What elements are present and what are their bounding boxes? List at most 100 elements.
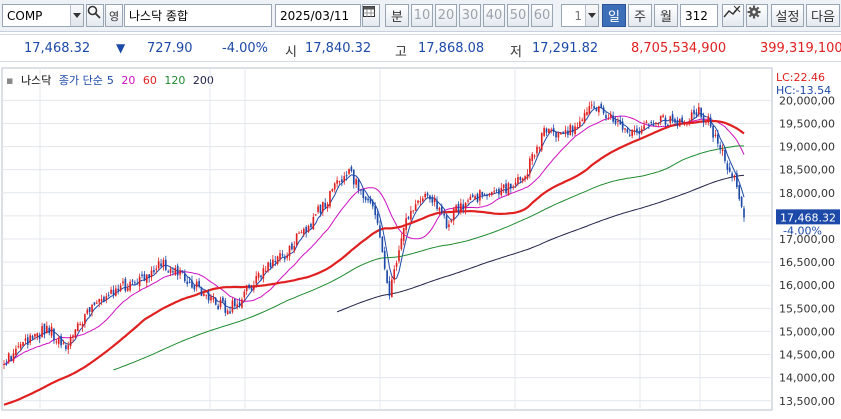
- candle-body: [72, 335, 74, 338]
- candle-body: [345, 175, 348, 177]
- count-select[interactable]: 1: [561, 4, 599, 27]
- candle-body: [462, 204, 465, 210]
- candle-body: [431, 196, 434, 203]
- search-button[interactable]: [86, 4, 104, 27]
- english-name-toggle[interactable]: 영: [105, 4, 123, 27]
- candle-body: [112, 289, 115, 295]
- next-button[interactable]: 다음: [806, 4, 840, 27]
- bar-count-input[interactable]: 312: [680, 4, 718, 27]
- candle-body: [88, 307, 91, 312]
- candle-body: [417, 200, 419, 203]
- settings-gear-button[interactable]: [746, 4, 768, 27]
- symbol-input[interactable]: COMP: [2, 4, 84, 27]
- candle-body: [588, 106, 591, 115]
- day-button[interactable]: 일: [602, 4, 626, 27]
- candle-body: [191, 280, 193, 288]
- candle-body: [214, 298, 217, 305]
- month-button[interactable]: 월: [654, 4, 678, 27]
- candle-body: [652, 124, 655, 126]
- candle-body: [505, 183, 507, 194]
- candle-body: [724, 149, 726, 161]
- open-price: 17,840.32: [305, 41, 372, 56]
- candle-body: [495, 190, 498, 192]
- date-input[interactable]: 2025/03/11: [275, 4, 361, 27]
- candle-body: [514, 182, 517, 185]
- minute-period-button[interactable]: 분: [385, 4, 409, 27]
- period-10-button[interactable]: 10: [411, 4, 433, 27]
- period-60-button[interactable]: 60: [531, 4, 553, 27]
- candle-body: [329, 190, 331, 207]
- week-button[interactable]: 주: [628, 4, 652, 27]
- candle-body: [376, 213, 379, 224]
- candle-body: [640, 129, 643, 134]
- count-dropdown-button[interactable]: [585, 5, 598, 26]
- symbol-dropdown-button[interactable]: [70, 5, 83, 26]
- candle-body: [412, 210, 415, 212]
- candle-body: [248, 284, 250, 289]
- period-20-button[interactable]: 20: [435, 4, 457, 27]
- settings-button[interactable]: 설정: [771, 4, 804, 27]
- candle-body: [136, 283, 139, 285]
- calendar-button[interactable]: [362, 4, 380, 27]
- candle-body: [269, 262, 272, 267]
- candle-body: [117, 288, 120, 291]
- candle-body: [512, 186, 515, 188]
- last-price-tag: [776, 209, 840, 225]
- candle-body: [157, 261, 160, 269]
- candle-body: [236, 304, 239, 307]
- candle-body: [95, 302, 98, 304]
- candle-body: [619, 120, 622, 125]
- candle-body: [702, 115, 705, 123]
- candle-body: [48, 327, 51, 334]
- candle-body: [450, 220, 453, 222]
- candle-body: [486, 194, 488, 197]
- candle-body: [395, 263, 398, 267]
- low-label: 저: [510, 45, 522, 60]
- candle-body: [238, 302, 241, 306]
- candle-body: [250, 287, 253, 290]
- candle-body: [509, 183, 512, 189]
- symbol-name-field: 나스닥 종합: [124, 4, 272, 27]
- candle-body: [631, 129, 633, 137]
- candle-body: [659, 115, 662, 122]
- low-price: 17,291.82: [532, 41, 599, 56]
- candle-body: [419, 201, 422, 203]
- candle-body: [379, 225, 381, 238]
- period-30-button[interactable]: 30: [459, 4, 481, 27]
- candle-body: [341, 179, 343, 182]
- candle-body: [502, 184, 505, 189]
- candle-body: [67, 345, 70, 350]
- y-tick-label: 15,500,00: [779, 302, 835, 315]
- candle-body: [188, 281, 191, 283]
- y-tick-label: 18,500,00: [779, 164, 835, 177]
- candle-body: [647, 124, 650, 126]
- candle-body: [22, 341, 24, 346]
- ma200-line: [336, 174, 745, 313]
- candle-body: [448, 224, 450, 227]
- candle-body: [662, 115, 664, 118]
- y-tick-label: 19,000,00: [779, 141, 835, 154]
- candle-body: [664, 117, 667, 125]
- candle-body: [314, 214, 317, 216]
- candle-body: [174, 267, 177, 275]
- price-change-pct: -4.00%: [222, 41, 268, 56]
- candle-body: [264, 270, 267, 272]
- y-tick-label: 13,500,00: [779, 395, 835, 408]
- candle-body: [483, 194, 486, 196]
- candle-body: [319, 204, 322, 214]
- candle-body: [279, 253, 281, 260]
- candle-body: [243, 291, 246, 298]
- period-50-button[interactable]: 50: [507, 4, 529, 27]
- candle-body: [336, 180, 338, 184]
- chart-tools-button[interactable]: [722, 4, 744, 27]
- candle-body: [612, 115, 614, 122]
- candle-body: [110, 289, 112, 294]
- candle-body: [540, 133, 543, 151]
- candle-body: [548, 129, 550, 134]
- candle-body: [657, 123, 660, 125]
- period-40-button[interactable]: 40: [483, 4, 505, 27]
- candle-body: [636, 128, 638, 133]
- candle-body: [331, 188, 334, 192]
- candle-body: [131, 280, 134, 282]
